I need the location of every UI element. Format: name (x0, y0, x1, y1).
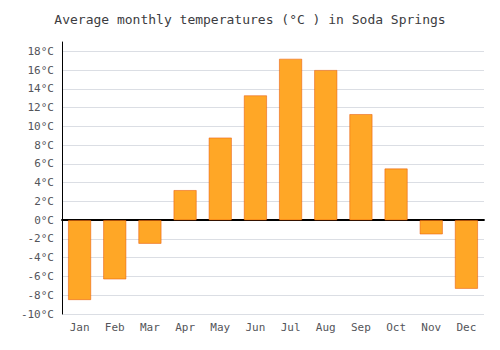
svg-text:Nov: Nov (421, 321, 441, 334)
svg-text:Dec: Dec (456, 321, 476, 334)
svg-text:10°C: 10°C (28, 120, 55, 133)
svg-text:Sep: Sep (351, 321, 371, 334)
svg-text:12°C: 12°C (28, 101, 55, 114)
svg-text:-2°C: -2°C (28, 232, 55, 245)
svg-text:May: May (210, 321, 230, 334)
svg-text:8°C: 8°C (34, 139, 54, 152)
svg-text:Oct: Oct (386, 321, 406, 334)
svg-text:Feb: Feb (105, 321, 125, 334)
svg-text:-4°C: -4°C (28, 251, 55, 264)
svg-text:-10°C: -10°C (21, 308, 54, 321)
svg-text:0°C: 0°C (34, 214, 54, 227)
svg-text:Aug: Aug (316, 321, 336, 334)
svg-text:Average monthly temperatures (: Average monthly temperatures (°C ) in So… (54, 12, 445, 27)
svg-text:-8°C: -8°C (28, 289, 55, 302)
svg-text:14°C: 14°C (28, 82, 55, 95)
svg-text:6°C: 6°C (34, 157, 54, 170)
svg-text:Jan: Jan (70, 321, 90, 334)
svg-text:4°C: 4°C (34, 176, 54, 189)
svg-text:-6°C: -6°C (28, 270, 55, 283)
svg-text:Jun: Jun (245, 321, 265, 334)
svg-text:Apr: Apr (175, 321, 195, 334)
svg-text:18°C: 18°C (28, 45, 55, 58)
svg-text:Jul: Jul (281, 321, 301, 334)
svg-text:Mar: Mar (140, 321, 160, 334)
svg-text:2°C: 2°C (34, 195, 54, 208)
svg-text:16°C: 16°C (28, 64, 55, 77)
